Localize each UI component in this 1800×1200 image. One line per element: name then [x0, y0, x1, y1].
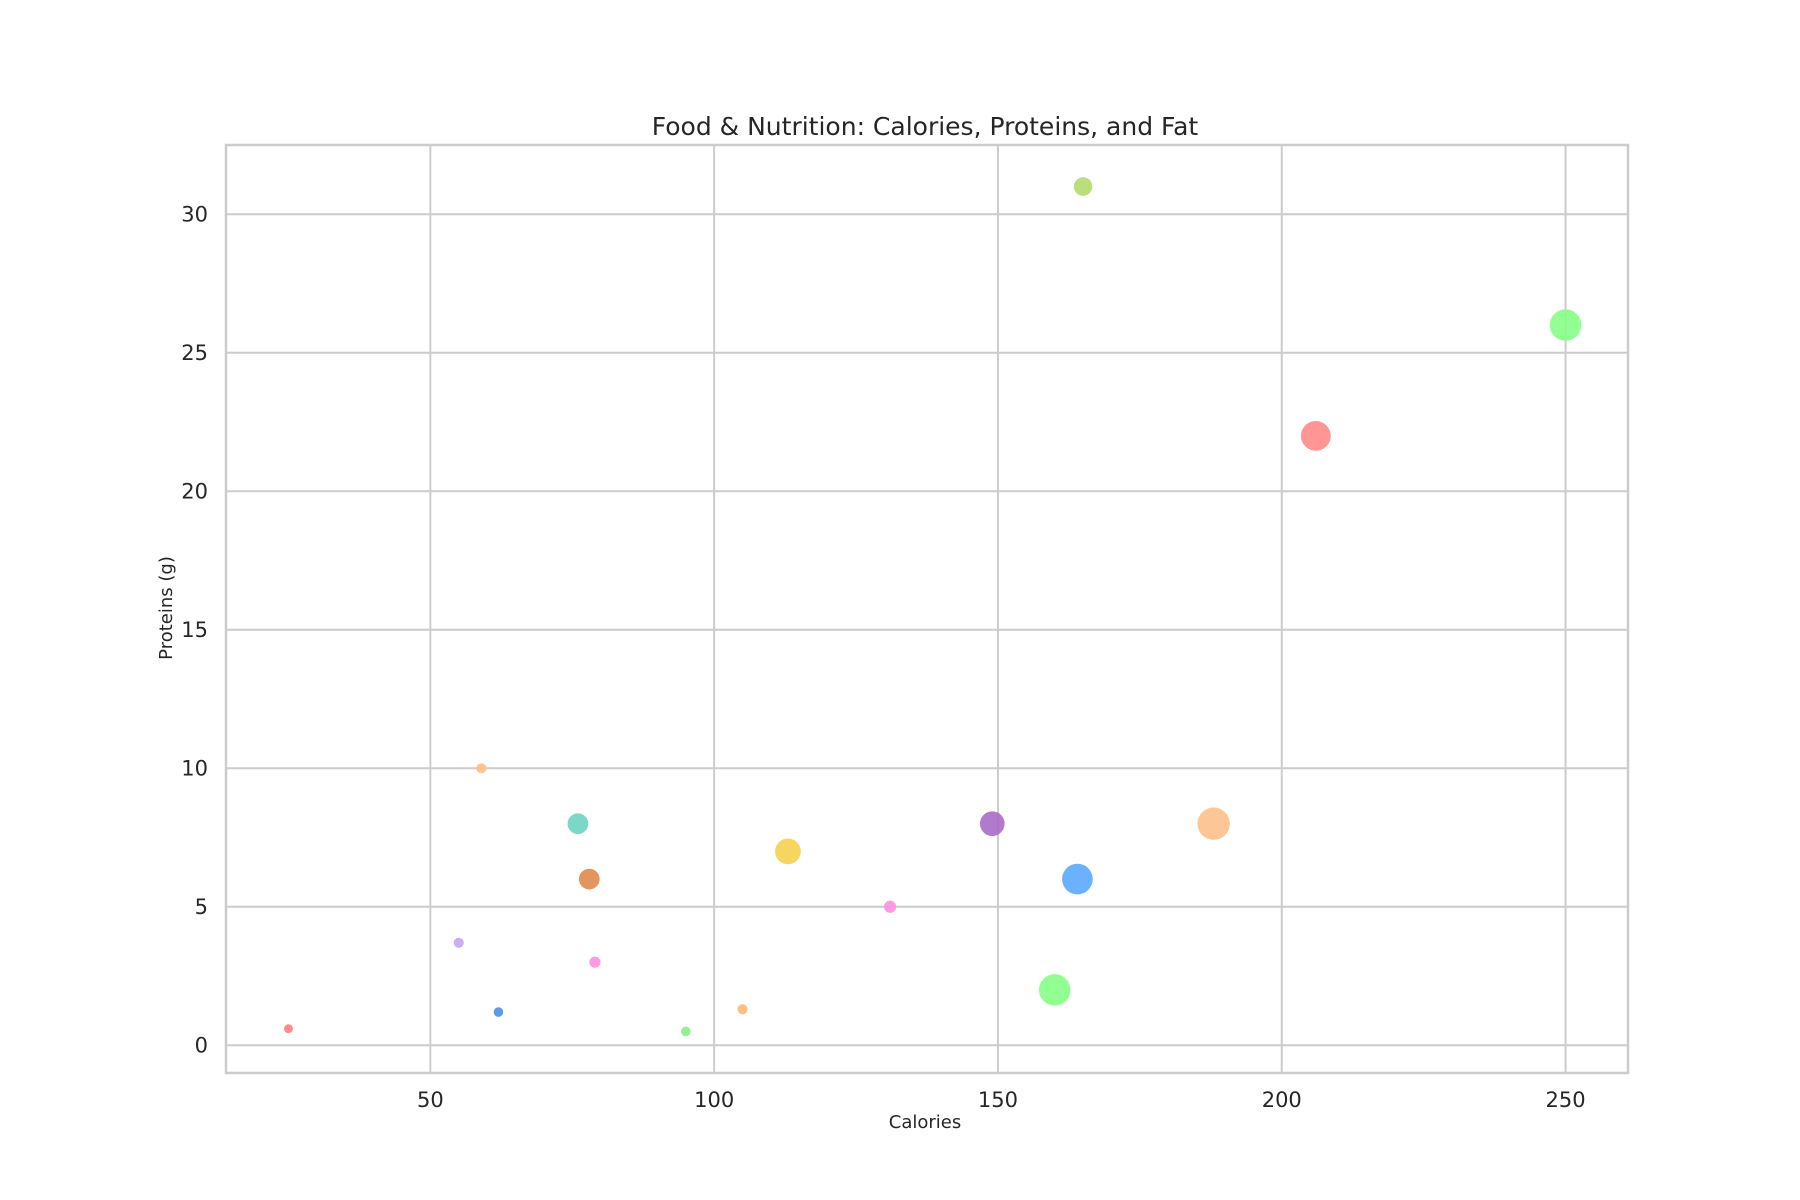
scatter-point	[1062, 863, 1093, 895]
data-points	[283, 177, 1582, 1037]
x-tick-label: 200	[1262, 1088, 1302, 1112]
x-tick-label: 50	[417, 1088, 444, 1112]
y-tick-label: 0	[195, 1033, 208, 1057]
x-axis-label: Calories	[889, 1112, 961, 1133]
y-tick-label: 15	[181, 618, 208, 642]
scatter-point	[979, 811, 1005, 837]
scatter-point	[453, 937, 464, 948]
scatter-point	[1038, 974, 1071, 1006]
scatter-point	[1549, 309, 1582, 341]
grid	[226, 145, 1628, 1073]
y-tick-label: 10	[181, 756, 208, 780]
plot-frame	[224, 143, 1630, 1075]
x-tick-label: 250	[1546, 1088, 1586, 1112]
scatter-point	[567, 813, 589, 835]
scatter-point	[283, 1024, 293, 1034]
scatter-point	[1073, 177, 1093, 196]
scatter-point	[578, 868, 600, 890]
scatter-point	[883, 900, 897, 913]
scatter-point	[775, 838, 801, 865]
y-tick-label: 30	[181, 202, 208, 226]
scatter-point	[1197, 807, 1230, 840]
y-tick-label: 20	[181, 479, 208, 503]
y-axis-label: Proteins (g)	[156, 556, 177, 660]
scatter-point	[737, 1004, 748, 1015]
chart-title: Food & Nutrition: Calories, Proteins, an…	[652, 112, 1199, 141]
scatter-point	[493, 1007, 504, 1017]
scatter-point	[589, 956, 601, 968]
x-tick-label: 100	[694, 1088, 734, 1112]
scatter-point	[1300, 420, 1331, 451]
y-tick-labels: 0 5 10 15 20 25 30	[181, 202, 208, 1057]
x-tick-label: 150	[978, 1088, 1018, 1112]
y-tick-label: 5	[195, 895, 208, 919]
scatter-point	[680, 1026, 691, 1037]
x-tick-labels: 50 100 150 200 250	[417, 1088, 1586, 1112]
y-tick-label: 25	[181, 341, 208, 365]
scatter-point	[476, 763, 487, 774]
